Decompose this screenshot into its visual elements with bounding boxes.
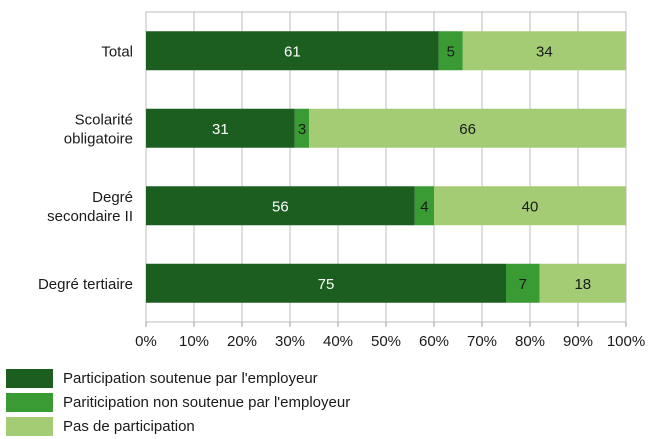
bar-segment: [146, 108, 295, 148]
legend-item-employer-supported: Participation soutenue par l'employeur: [6, 366, 350, 390]
bar-data-label: 7: [519, 276, 527, 293]
bar-segment: [414, 186, 434, 226]
bar-data-label: 66: [459, 121, 476, 138]
x-tick-label: 80%: [515, 333, 545, 350]
bar-data-label: 40: [522, 198, 539, 215]
legend-label-not-employer-supported: Pariticipation non soutenue par l'employ…: [63, 393, 351, 411]
bar-segment: [438, 31, 463, 71]
bar-data-label: 4: [420, 198, 428, 215]
bar-segment: [539, 263, 626, 303]
legend-item-not-employer-supported: Pariticipation non soutenue par l'employ…: [6, 390, 350, 414]
legend-item-no-participation: Pas de participation: [6, 414, 350, 438]
legend-swatch-no-participation: [6, 416, 53, 436]
y-category-label: Degré secondaire II: [47, 189, 133, 225]
bar-segment: [434, 186, 626, 226]
x-tick-label: 20%: [227, 333, 257, 350]
x-tick-label: 90%: [563, 333, 593, 350]
y-category-label: Degré tertiaire: [38, 276, 133, 293]
x-tick-label: 60%: [419, 333, 449, 350]
bar-data-label: 75: [318, 276, 335, 293]
bar-segment: [146, 186, 415, 226]
x-tick-label: 40%: [323, 333, 353, 350]
x-tick-label: 30%: [275, 333, 305, 350]
legend-label-employer-supported: Participation soutenue par l'employeur: [63, 369, 318, 387]
bar-data-label: 61: [284, 43, 301, 60]
bar-segment: [462, 31, 626, 71]
x-tick-label: 70%: [467, 333, 497, 350]
bar-data-label: 56: [272, 198, 289, 215]
x-tick-label: 0%: [135, 333, 157, 350]
legend-swatch-employer-supported: [6, 368, 53, 388]
bar-data-label: 34: [536, 43, 553, 60]
bar-data-label: 3: [298, 121, 306, 138]
bar-segment: [146, 31, 439, 71]
bar-segment: [309, 108, 626, 148]
chart-legend: Participation soutenue par l'employeur P…: [6, 366, 350, 438]
x-tick-label: 50%: [371, 333, 401, 350]
bar-data-label: 31: [212, 121, 229, 138]
legend-label-no-participation: Pas de participation: [63, 417, 195, 435]
x-tick-label: 10%: [179, 333, 209, 350]
y-category-label: Total: [101, 43, 133, 60]
bar-data-label: 5: [447, 43, 455, 60]
bar-segment: [146, 263, 506, 303]
legend-swatch-not-employer-supported: [6, 392, 53, 412]
stacked-bar-chart: 0% 10% 20% 30% 40% 50% 60% 70% 80% 90% 100%61 5 34To…: [38, 11, 645, 350]
bar-segment: [506, 263, 540, 303]
bar-segment: [294, 108, 310, 148]
y-category-label: Scolarité obligatoire: [64, 111, 133, 147]
x-tick-label: 100%: [607, 333, 645, 350]
bar-data-label: 18: [574, 276, 591, 293]
